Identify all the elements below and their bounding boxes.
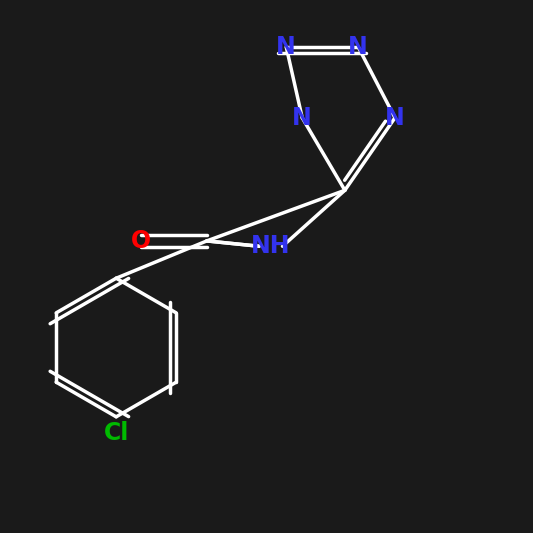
Text: N: N [385, 106, 405, 130]
Text: Cl: Cl [103, 421, 129, 445]
Text: N: N [348, 35, 368, 59]
Text: NH: NH [251, 234, 290, 259]
Text: N: N [276, 35, 296, 59]
Text: N: N [292, 106, 312, 130]
Text: O: O [131, 229, 151, 253]
